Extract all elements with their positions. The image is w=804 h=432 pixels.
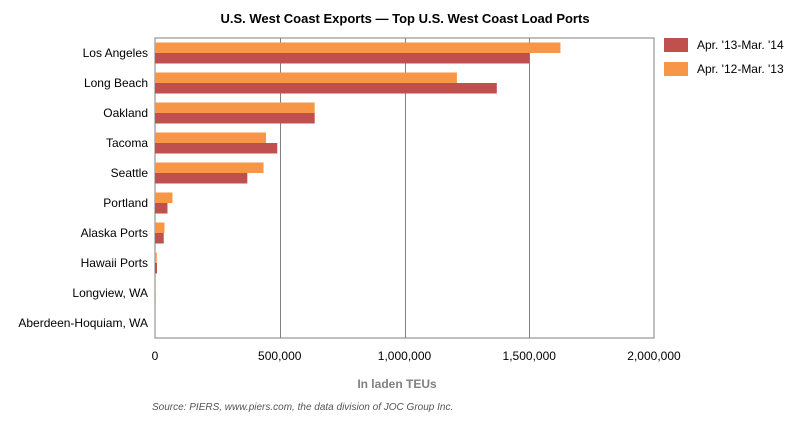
x-tick-label: 2,000,000 xyxy=(627,349,681,363)
category-label: Alaska Ports xyxy=(81,226,148,240)
chart-title: U.S. West Coast Exports — Top U.S. West … xyxy=(220,11,589,26)
category-label: Los Angeles xyxy=(83,46,148,60)
legend-label: Apr. '13-Mar. '14 xyxy=(697,38,784,52)
x-tick-label: 1,000,000 xyxy=(378,349,432,363)
bar-current-year xyxy=(155,263,157,274)
legend: Apr. '13-Mar. '14 Apr. '12-Mar. '13 xyxy=(664,38,784,76)
bar-prev-year xyxy=(155,282,156,293)
bar-current-year xyxy=(155,83,497,94)
category-label: Hawaii Ports xyxy=(81,256,148,270)
bar-prev-year xyxy=(155,252,157,263)
bar-prev-year xyxy=(155,162,264,173)
bar-prev-year xyxy=(155,222,165,233)
category-label: Longview, WA xyxy=(72,286,148,300)
category-label: Long Beach xyxy=(84,76,148,90)
bar-prev-year xyxy=(155,72,457,83)
bar-current-year xyxy=(155,113,315,124)
x-tick-label: 1,500,000 xyxy=(503,349,557,363)
x-tick-labels: 0 500,000 1,000,000 1,500,000 2,000,000 xyxy=(152,349,681,363)
x-tick-label: 0 xyxy=(152,349,159,363)
bar-current-year xyxy=(155,203,168,214)
bar-prev-year xyxy=(155,192,173,203)
category-label: Tacoma xyxy=(106,136,148,150)
bar-prev-year xyxy=(155,132,267,143)
category-label: Seattle xyxy=(111,166,149,180)
bar-current-year xyxy=(155,53,530,64)
bar-prev-year xyxy=(155,102,315,113)
x-axis-label: In laden TEUs xyxy=(357,377,437,391)
category-label: Portland xyxy=(103,196,148,210)
bar-current-year xyxy=(155,233,164,244)
legend-swatch xyxy=(664,62,688,76)
category-labels: Los Angeles Long Beach Oakland Tacoma Seattl… xyxy=(18,46,148,330)
bars xyxy=(155,42,561,304)
x-tick-label: 500,000 xyxy=(258,349,302,363)
legend-label: Apr. '12-Mar. '13 xyxy=(697,62,784,76)
category-label: Aberdeen-Hoquiam, WA xyxy=(18,316,148,330)
legend-swatch xyxy=(664,38,688,52)
bar-current-year xyxy=(155,143,278,154)
source-note: Source: PIERS, www.piers.com, the data d… xyxy=(152,402,453,413)
category-label: Oakland xyxy=(103,106,148,120)
bar-current-year xyxy=(155,173,248,184)
bar-prev-year xyxy=(155,42,561,53)
